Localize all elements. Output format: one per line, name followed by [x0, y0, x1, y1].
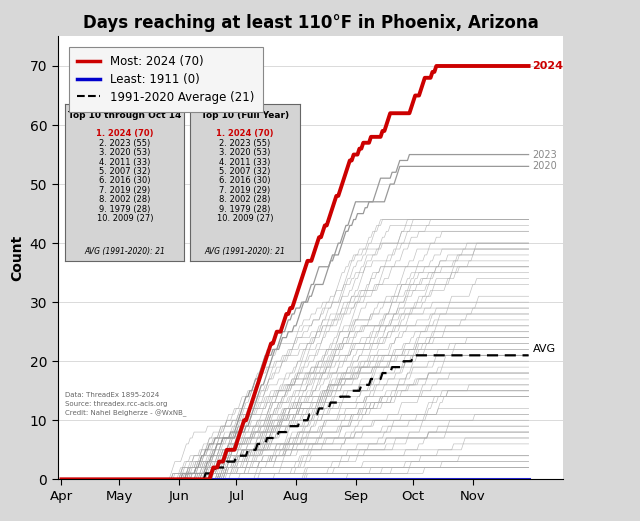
Text: Data: ThreadEx 1895-2024
Source: threadex.rcc-acis.org
Credit: Nahel Belgherze -: Data: ThreadEx 1895-2024 Source: threade… [65, 392, 186, 417]
Text: 2020: 2020 [532, 162, 557, 171]
Text: 2024: 2024 [532, 61, 563, 71]
Text: 2023: 2023 [532, 150, 557, 159]
Title: Days reaching at least 110°F in Phoenix, Arizona: Days reaching at least 110°F in Phoenix,… [83, 14, 538, 32]
Text: AVG: AVG [532, 344, 556, 354]
Legend: Most: 2024 (70), Least: 1911 (0), 1991-2020 Average (21): Most: 2024 (70), Least: 1911 (0), 1991-2… [68, 47, 262, 112]
Y-axis label: Count: Count [10, 235, 24, 281]
